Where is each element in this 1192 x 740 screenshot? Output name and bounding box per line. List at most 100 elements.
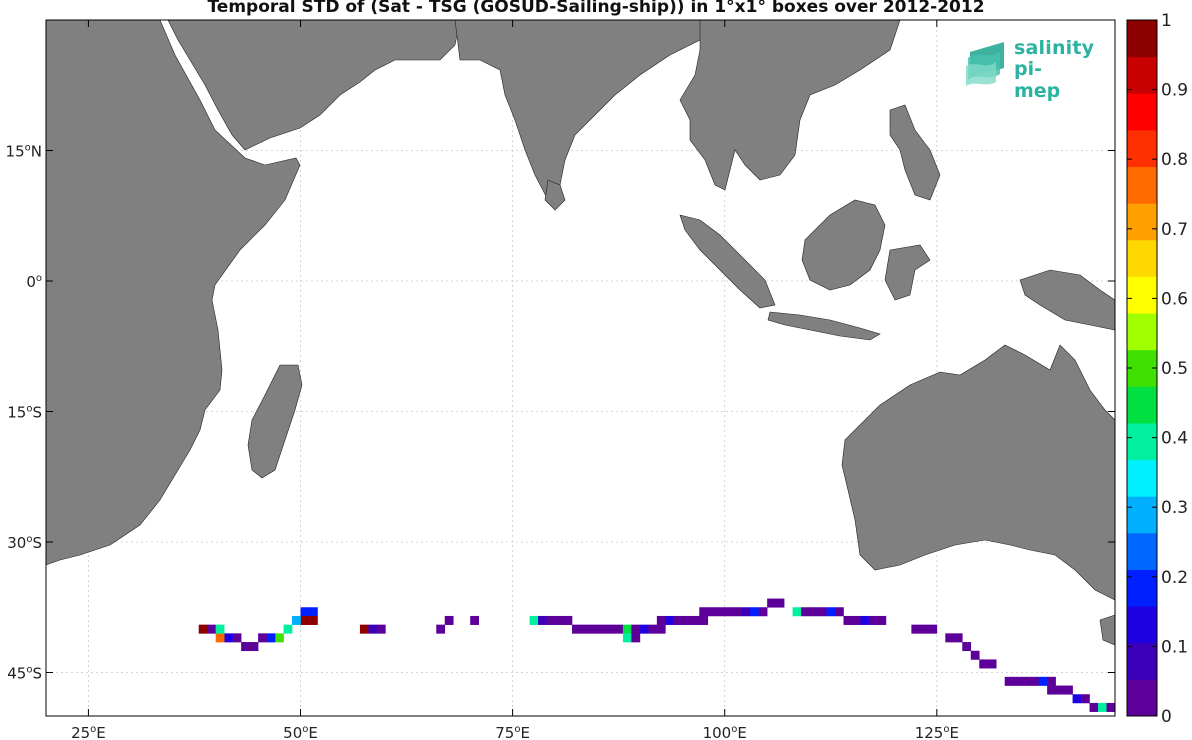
y-tick-label: 45oS <box>7 665 42 683</box>
data-cell <box>851 615 861 625</box>
data-cell <box>919 624 929 634</box>
colorbar-swatch <box>1127 276 1157 314</box>
data-cell <box>376 624 386 634</box>
data-cell <box>1064 685 1073 695</box>
colorbar-tick-label: 1 <box>1161 11 1172 31</box>
data-cell <box>970 650 980 660</box>
data-cell <box>207 624 216 634</box>
data-cell <box>546 615 556 625</box>
colorbar-tick-label: 0.4 <box>1161 429 1188 449</box>
colorbar-tick-label: 0.1 <box>1161 637 1188 657</box>
data-cell <box>648 624 658 634</box>
logo-wave-icon <box>966 42 1004 86</box>
data-cell <box>580 624 590 634</box>
africa-landmass <box>45 19 301 566</box>
data-cell <box>835 607 844 617</box>
data-cell <box>979 659 989 669</box>
colorbar-swatches <box>1127 20 1157 717</box>
data-cell <box>699 607 709 617</box>
colorbar-swatch <box>1127 569 1157 607</box>
data-cell <box>1021 676 1031 686</box>
data-cell <box>809 607 819 617</box>
data-cell <box>368 624 378 634</box>
data-cell <box>309 615 318 625</box>
data-cell <box>529 615 539 625</box>
colorbar-tick-label: 0.7 <box>1161 220 1188 240</box>
data-cell <box>283 624 293 634</box>
data-cell <box>639 624 649 634</box>
data-cell <box>572 624 581 634</box>
data-cell <box>801 607 810 617</box>
colorbar-ticks: 0 0.1 0.2 0.3 0.4 0.5 0.6 0.7 0.8 0.9 1 <box>1127 11 1188 727</box>
data-cell <box>249 642 259 652</box>
borneo <box>801 199 886 291</box>
data-cell <box>470 615 479 625</box>
data-cell <box>444 615 454 625</box>
philippines <box>889 104 941 201</box>
data-cell <box>597 624 607 634</box>
colorbar-tick-label: 0.3 <box>1161 498 1188 518</box>
data-cell <box>928 624 938 634</box>
data-cell <box>563 615 573 625</box>
x-tick-label: 50oE <box>283 724 318 740</box>
data-cell <box>741 607 751 617</box>
data-cell <box>1030 676 1039 686</box>
sri-lanka <box>544 179 566 211</box>
data-cell <box>758 607 768 617</box>
data-cell <box>258 633 267 643</box>
data-cell <box>1055 685 1065 695</box>
data-cell <box>860 615 870 625</box>
data-cell <box>682 615 692 625</box>
sulawesi <box>884 244 931 301</box>
data-cell <box>724 607 734 617</box>
data-cell <box>588 624 598 634</box>
indochina-landmass <box>679 19 901 191</box>
salinity-pi-mep-logo: salinity pi-mep <box>966 36 1094 102</box>
y-tick-label: 15oS <box>7 404 42 422</box>
data-cell <box>275 633 284 643</box>
data-cell <box>215 633 225 643</box>
data-cell <box>198 624 208 634</box>
colorbar: 0 0.1 0.2 0.3 0.4 0.5 0.6 0.7 0.8 0.9 1 <box>1126 11 1188 727</box>
y-tick-label: 30oS <box>7 534 42 552</box>
madagascar <box>247 364 303 479</box>
colorbar-swatch <box>1127 56 1157 94</box>
sumatra <box>679 214 776 309</box>
colorbar-swatch <box>1127 679 1157 717</box>
data-cell <box>945 633 955 643</box>
java <box>767 311 881 341</box>
y-tick-label: 15oN <box>6 143 42 161</box>
colorbar-tick-label: 0.5 <box>1161 359 1188 379</box>
data-cell <box>1004 676 1014 686</box>
data-cell <box>826 607 836 617</box>
colorbar-swatch <box>1127 386 1157 424</box>
data-cell <box>843 615 853 625</box>
colorbar-swatch <box>1127 459 1157 497</box>
data-cell <box>987 659 997 669</box>
plot-area: 25oE 50oE 75oE 100oE 125oE 15oN 0o 15oS 30oS 45o… <box>6 19 1116 740</box>
logo-text-line2: pi-mep <box>1014 58 1061 102</box>
x-tick-label: 100oE <box>703 724 747 740</box>
arabia-landmass <box>167 19 461 151</box>
data-cell <box>1047 685 1056 695</box>
data-cell <box>622 624 632 634</box>
data-cell <box>775 598 785 608</box>
colorbar-tick-label: 0.8 <box>1161 150 1188 170</box>
data-cell <box>750 607 759 617</box>
colorbar-tick-label: 0.9 <box>1161 81 1188 101</box>
colorbar-swatch <box>1127 129 1157 168</box>
colorbar-swatch <box>1127 239 1157 277</box>
data-cell <box>224 633 233 643</box>
data-cell <box>359 624 369 634</box>
data-cell <box>911 624 921 634</box>
data-cell <box>877 615 887 625</box>
data-cell <box>962 642 972 652</box>
plot-frame <box>45 19 1116 717</box>
data-cell <box>767 598 776 608</box>
data-cell <box>953 633 963 643</box>
data-cell <box>300 615 310 625</box>
data-cell <box>614 624 624 634</box>
data-cell <box>241 642 250 652</box>
colorbar-swatch <box>1127 496 1157 534</box>
colorbar-tick-label: 0.6 <box>1161 289 1188 309</box>
